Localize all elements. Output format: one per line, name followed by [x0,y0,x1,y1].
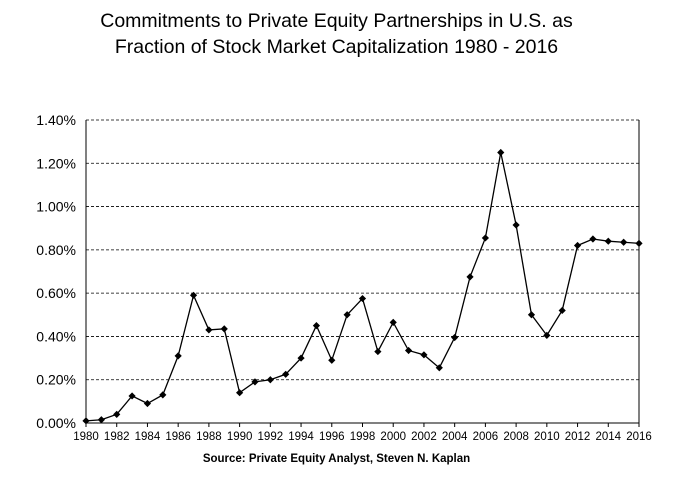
x-tick-label: 1982 [104,431,130,443]
data-point [282,370,290,378]
x-tick-label: 1992 [258,431,284,443]
x-tick-label: 1980 [73,431,99,443]
chart-title-line-2: Fraction of Stock Market Capitalization … [114,36,559,58]
data-point [128,392,136,400]
data-point [82,417,90,425]
x-tick-label: 2008 [503,431,529,443]
data-point [481,234,489,242]
data-point [97,416,105,424]
y-tick-label: 1.20% [36,155,76,171]
x-tick-label: 1998 [350,431,376,443]
data-point [558,306,566,315]
data-point [297,354,305,362]
data-point [343,311,351,319]
data-point [420,351,428,359]
x-tick-label: 2014 [595,431,621,443]
source-note: Source: Private Equity Analyst, Steven N… [202,453,471,465]
x-tick-label: 1994 [288,431,314,443]
data-point [527,311,536,319]
x-tick-label: 2006 [473,431,499,443]
y-tick-label: 0.40% [36,328,76,344]
x-tick-label: 2002 [411,431,437,443]
chart-title-line-1: Commitments to Private Equity Partnershi… [100,10,573,32]
data-point [451,333,459,342]
data-point [435,364,443,372]
data-point [251,378,259,386]
y-tick-label: 0.60% [36,285,76,301]
data-point [312,322,321,330]
data-point [374,347,382,356]
y-tick-label: 0.20% [36,372,76,388]
y-tick-label: 1.00% [36,199,76,215]
data-point [266,376,274,384]
x-tick-label: 2004 [442,431,468,443]
data-point [236,389,244,397]
data-point [635,239,643,247]
x-tick-label: 1988 [196,431,222,443]
data-point [220,325,228,333]
data-point [358,294,367,303]
y-tick-label: 0.00% [36,415,76,431]
y-tick-label: 0.80% [36,242,76,258]
data-point [543,331,551,339]
data-point [620,238,628,246]
x-tick-label: 2000 [380,431,406,443]
x-tick-label: 1990 [227,431,253,443]
data-point [113,410,121,418]
data-point [497,148,505,157]
series-line [85,152,640,422]
data-point [573,241,582,250]
x-tick-label: 1996 [319,431,345,443]
x-tick-label: 2010 [534,431,560,443]
data-point [589,235,597,243]
x-tick-label: 2012 [565,431,591,443]
x-tick-label: 1984 [135,431,161,443]
data-point [404,346,413,355]
data-point [604,237,612,245]
y-tick-label: 1.40% [36,112,76,128]
data-point [389,318,397,326]
data-point [174,352,182,360]
data-point [512,221,520,229]
data-point [159,391,167,399]
data-point [143,399,152,408]
chart-title: Commitments to Private Equity Partnershi… [0,8,673,60]
data-point [189,291,198,299]
x-tick-label: 1986 [165,431,191,443]
data-point [205,326,213,334]
data-point [466,273,474,281]
data-point [328,356,336,364]
x-tick-label: 2016 [626,431,652,443]
